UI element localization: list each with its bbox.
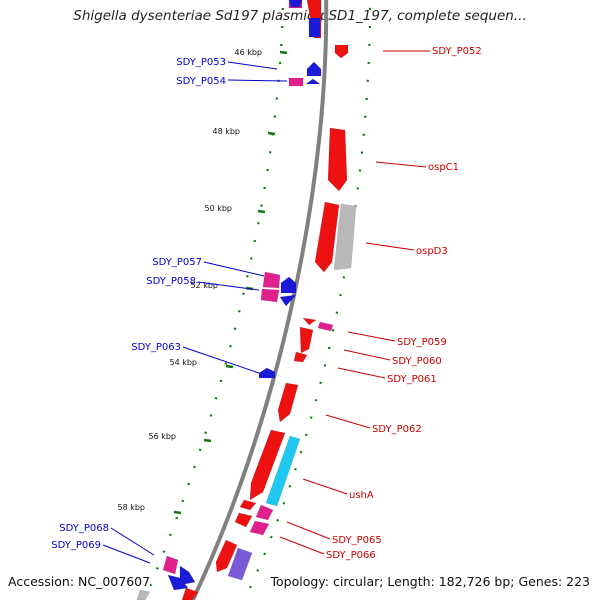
gene-feature-11 — [333, 203, 357, 271]
gene-feature-27 — [249, 520, 270, 536]
gene-label-left: SDY_P053 — [176, 57, 226, 68]
gene-feature-2 — [308, 17, 321, 38]
leader-line — [182, 346, 260, 374]
backbone-arc — [190, 0, 329, 600]
map-title: Shigella dysenteriae Sd197 plasmid pSD1_… — [73, 8, 527, 24]
gene-feature-18 — [299, 326, 314, 354]
leader-line — [110, 527, 155, 556]
gene-feature-14 — [280, 276, 297, 294]
leader-line — [227, 79, 288, 82]
gene-label-right: SDY_P062 — [372, 424, 422, 435]
gene-label-left: SDY_P069 — [51, 540, 101, 551]
gene-label-right: SDY_P059 — [397, 337, 447, 348]
gene-feature-13 — [260, 288, 280, 303]
gene-feature-12 — [262, 271, 281, 289]
gene-feature-4 — [288, 0, 303, 8]
scale-tick — [225, 364, 234, 369]
gene-feature-30 — [162, 555, 179, 575]
gene-feature-16 — [302, 317, 317, 326]
scale-label: 48 kbp — [212, 127, 240, 136]
gene-feature-34 — [136, 589, 151, 600]
scale-label: 56 kbp — [148, 432, 176, 441]
gene-feature-19 — [293, 351, 308, 363]
gene-feature-7 — [288, 77, 304, 87]
gene-feature-17 — [317, 321, 334, 332]
gene-label-left: SDY_P054 — [176, 76, 226, 87]
leader-line — [197, 281, 260, 291]
scale-label: 46 kbp — [234, 48, 262, 57]
gene-feature-25 — [255, 504, 274, 521]
gene-feature-8 — [305, 78, 321, 85]
gene-label-left: SDY_P068 — [59, 523, 109, 534]
gene-feature-5 — [334, 44, 349, 59]
gene-label-right: ospD3 — [416, 246, 448, 257]
gene-label-right: SDY_P060 — [392, 356, 442, 367]
gene-feature-6 — [306, 61, 322, 77]
topology-text: Topology: circular; Length: 182,726 bp; … — [270, 574, 590, 589]
gene-label-right: SDY_P066 — [326, 550, 376, 561]
accession-text: Accession: NC_007607 — [8, 574, 151, 589]
leader-line — [347, 331, 396, 342]
gene-label-right: SDY_P065 — [332, 535, 382, 546]
gene-feature-23 — [265, 435, 301, 507]
gene-feature-32 — [167, 574, 189, 591]
gene-feature-26 — [234, 512, 253, 528]
gene-label-right: ospC1 — [428, 162, 459, 173]
scale-tick — [203, 438, 212, 443]
scale-label: 52 kbp — [190, 281, 218, 290]
leader-line — [102, 544, 151, 564]
gene-feature-20 — [258, 367, 276, 379]
scale-tick — [257, 209, 266, 214]
gene-label-right: SDY_P052 — [432, 46, 482, 57]
gene-label-right: SDY_P061 — [387, 374, 437, 385]
gene-feature-9 — [327, 127, 348, 192]
gene-label-left: SDY_P063 — [131, 342, 181, 353]
leader-line — [337, 367, 386, 379]
leader-line — [203, 261, 265, 277]
gene-feature-22 — [249, 429, 286, 501]
gene-feature-15 — [279, 294, 297, 307]
leader-line — [286, 521, 331, 540]
gene-label-left: SDY_P058 — [146, 276, 196, 287]
tick-ring-1 — [143, 0, 284, 600]
scale-tick — [279, 50, 288, 55]
gene-feature-24 — [239, 499, 257, 511]
leader-line — [227, 61, 278, 70]
gene-feature-33 — [181, 587, 199, 600]
gene-feature-29 — [227, 547, 253, 581]
gene-feature-28 — [215, 539, 238, 573]
leader-line — [375, 161, 427, 168]
leader-line — [279, 536, 325, 555]
gene-feature-10 — [314, 201, 340, 273]
leader-line — [365, 242, 415, 251]
gene-feature-21 — [277, 382, 299, 423]
scale-label: 54 kbp — [169, 358, 197, 367]
gene-label-left: SDY_P057 — [152, 257, 202, 268]
leader-line — [343, 349, 391, 361]
scale-tick — [173, 510, 182, 515]
scale-tick — [267, 131, 276, 136]
leader-line — [325, 414, 371, 429]
scale-label: 58 kbp — [117, 503, 145, 512]
gene-label-right: ushA — [349, 490, 374, 501]
leader-line — [302, 478, 348, 495]
scale-label: 50 kbp — [204, 204, 232, 213]
